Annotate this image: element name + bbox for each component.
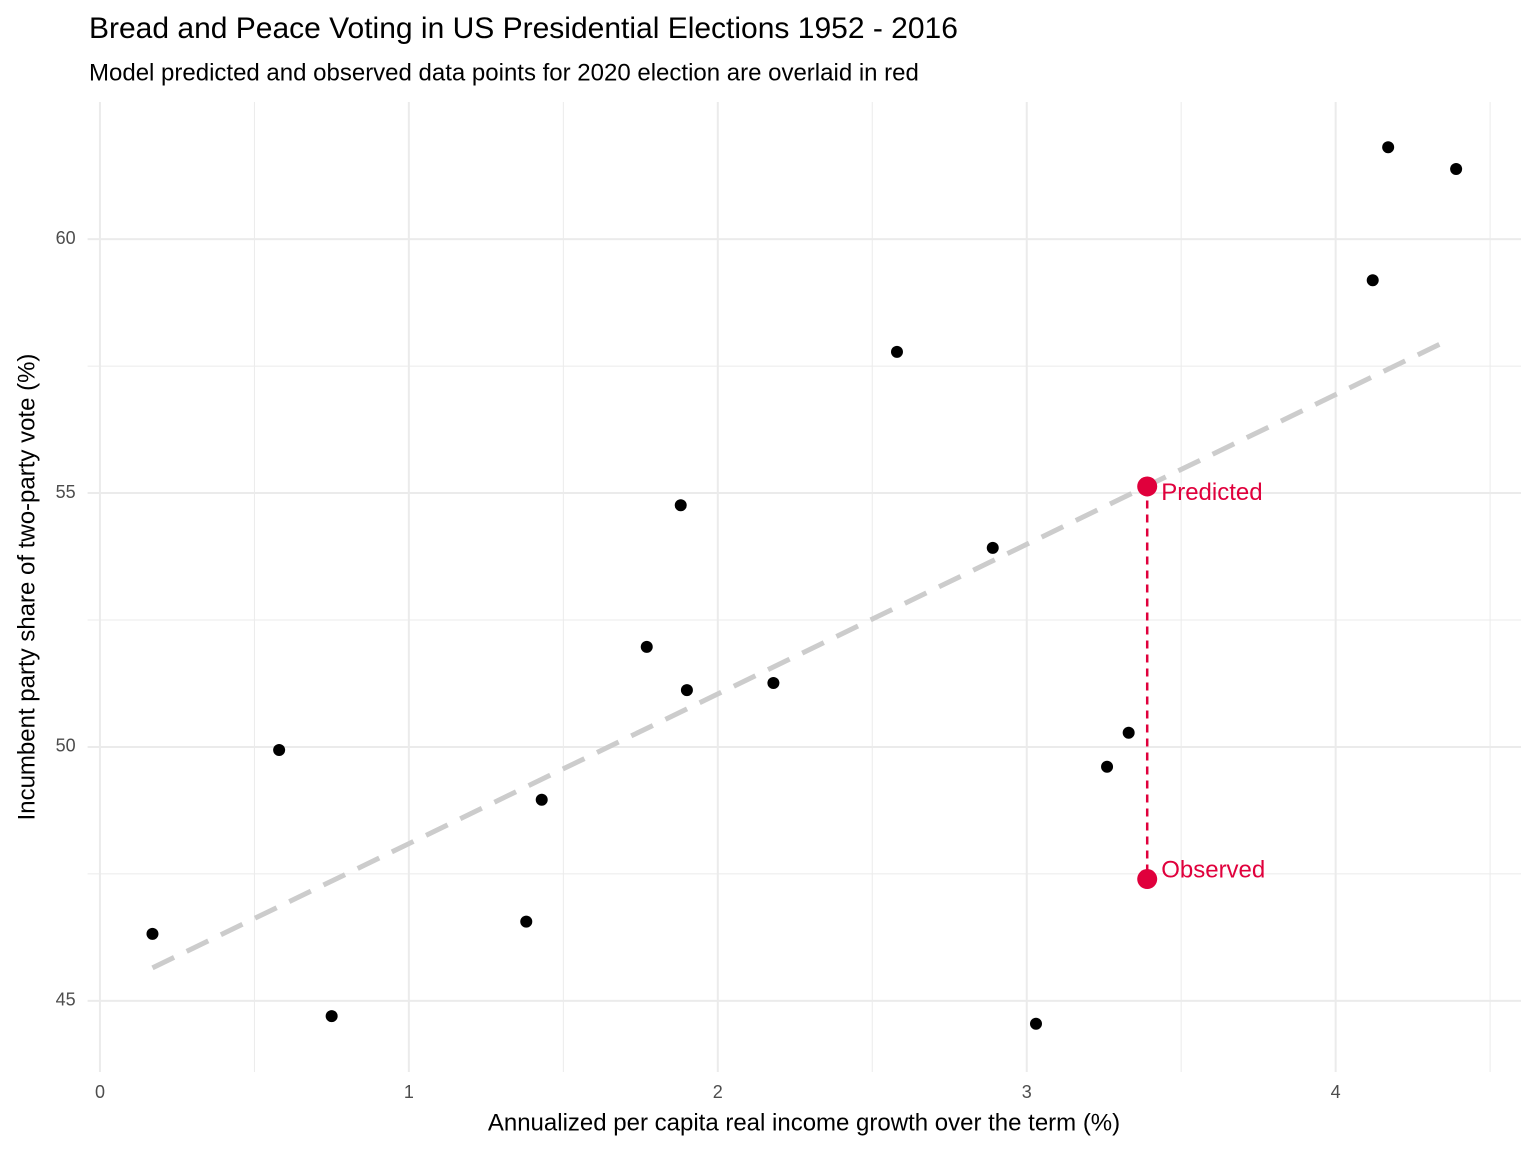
- point: [1029, 1017, 1042, 1030]
- y-tick-label: 50: [56, 736, 76, 756]
- point: [273, 744, 286, 757]
- point: [767, 676, 780, 689]
- x-tick-label: 0: [95, 1082, 105, 1102]
- point: [1101, 760, 1114, 773]
- point: [674, 499, 687, 512]
- x-tick-label: 1: [404, 1082, 414, 1102]
- highlight-label: Predicted: [1161, 479, 1262, 506]
- point: [146, 927, 159, 940]
- x-tick-label: 4: [1331, 1082, 1341, 1102]
- point: [1450, 163, 1463, 176]
- highlight-point: [1137, 476, 1158, 497]
- point: [680, 684, 693, 697]
- point: [1382, 141, 1395, 154]
- chart-subtitle: Model predicted and observed data points…: [89, 59, 919, 86]
- point: [1366, 274, 1379, 287]
- y-axis-label: Incumbent party share of two-party vote …: [13, 354, 40, 821]
- x-tick-label: 2: [713, 1082, 723, 1102]
- y-tick-label: 55: [56, 482, 76, 502]
- point: [520, 915, 533, 928]
- point: [1122, 726, 1135, 739]
- point: [986, 541, 999, 554]
- x-tick-label: 3: [1022, 1082, 1032, 1102]
- point: [640, 640, 653, 653]
- x-axis-label: Annualized per capita real income growth…: [488, 1109, 1120, 1136]
- highlight-label: Observed: [1161, 856, 1265, 883]
- point: [535, 793, 548, 806]
- y-tick-label: 45: [56, 990, 76, 1010]
- point: [890, 345, 903, 358]
- y-tick-label: 60: [56, 228, 76, 248]
- fit-line: [151, 339, 1445, 971]
- highlight-point: [1137, 869, 1158, 890]
- chart-title: Bread and Peace Voting in US Presidentia…: [89, 12, 958, 45]
- point: [325, 1010, 338, 1023]
